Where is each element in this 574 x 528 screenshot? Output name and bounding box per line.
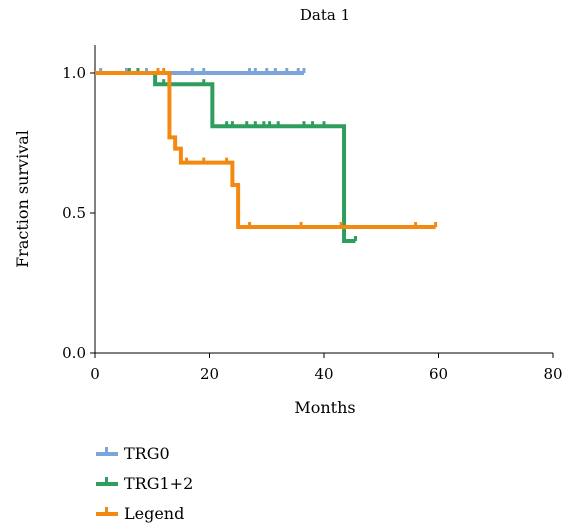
censor-mark — [248, 222, 252, 227]
censor-mark — [268, 121, 272, 127]
censor-mark — [273, 68, 277, 73]
x-tick-label: 0 — [90, 365, 100, 383]
legend-swatch — [96, 447, 118, 459]
series-1 — [95, 68, 357, 243]
censor-mark — [225, 121, 229, 127]
censor-mark — [145, 68, 149, 73]
y-axis-label: Fraction survival — [13, 130, 32, 268]
x-tick-label: 20 — [200, 365, 219, 383]
censor-mark — [302, 68, 306, 73]
censor-mark — [185, 157, 189, 163]
censor-mark — [299, 222, 303, 227]
censor-mark — [311, 121, 315, 127]
y-tick-label: 1.0 — [62, 64, 86, 82]
censor-mark — [339, 222, 343, 227]
censor-mark — [253, 121, 257, 127]
censor-mark — [202, 79, 206, 85]
censor-mark — [230, 121, 234, 127]
censor-mark — [353, 236, 357, 241]
censor-mark — [162, 68, 166, 73]
x-tick-label: 80 — [543, 365, 562, 383]
y-tick-label: 0.0 — [62, 344, 86, 362]
y-tick-label: 0.5 — [62, 204, 86, 222]
series-line — [95, 71, 436, 229]
censor-mark — [248, 68, 252, 73]
censor-mark — [202, 157, 206, 163]
legend-swatch — [96, 507, 118, 519]
censor-mark — [127, 68, 131, 73]
chart-title: Data 1 — [300, 6, 350, 24]
x-axis-label: Months — [294, 398, 355, 417]
series-line — [95, 71, 356, 243]
censor-mark — [190, 68, 194, 73]
censor-mark — [434, 222, 438, 227]
censor-mark — [124, 68, 128, 73]
censor-mark — [276, 121, 280, 127]
censor-mark — [162, 79, 166, 85]
legend-label: TRG0 — [124, 443, 170, 463]
x-tick-label: 60 — [429, 365, 448, 383]
censor-mark — [322, 121, 326, 127]
censor-mark — [302, 121, 306, 127]
x-tick-label: 40 — [314, 365, 333, 383]
censor-mark — [156, 68, 160, 73]
legend-swatch — [96, 477, 118, 489]
axes: 0 20 40 60 80 0.0 0.5 1.0 — [62, 45, 563, 383]
censor-mark — [296, 68, 300, 73]
censor-mark — [245, 121, 249, 127]
legend-item: TRG0 — [96, 438, 193, 468]
censor-mark — [265, 68, 269, 73]
series-2 — [95, 68, 438, 229]
censor-mark — [414, 222, 418, 227]
censor-mark — [136, 68, 140, 73]
legend-item: TRG1+2 — [96, 468, 193, 498]
legend-label: Legend — [124, 503, 185, 523]
censor-mark — [262, 121, 266, 127]
legend-label: TRG1+2 — [124, 473, 194, 493]
censor-mark — [285, 68, 289, 73]
censor-mark — [225, 157, 229, 163]
legend: TRG0 TRG1+2 Legend — [96, 438, 193, 528]
censor-mark — [99, 68, 103, 73]
legend-item: Legend — [96, 498, 193, 528]
series-layer — [95, 68, 438, 243]
censor-mark — [253, 68, 257, 73]
censor-mark — [202, 68, 206, 73]
